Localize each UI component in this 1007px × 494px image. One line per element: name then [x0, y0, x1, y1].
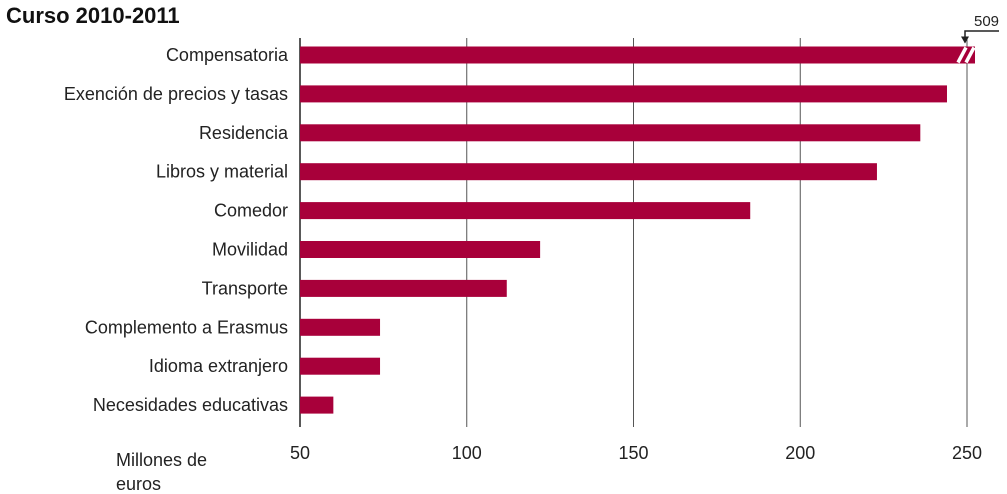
tick-label: 150 — [618, 443, 648, 463]
bar — [300, 85, 947, 103]
category-label: Complemento a Erasmus — [85, 317, 288, 337]
category-label: Exención de precios y tasas — [64, 84, 288, 104]
bar — [300, 241, 541, 258]
category-label: Necesidades educativas — [93, 395, 288, 415]
bar-break-mark — [964, 46, 976, 64]
bar — [300, 124, 921, 142]
truncation-callout: 509 — [961, 13, 999, 44]
bar — [300, 46, 975, 64]
bar-break-mark — [956, 46, 968, 64]
bar — [300, 318, 381, 336]
bars — [300, 46, 976, 414]
bar — [300, 357, 381, 375]
x-axis-label-line-1: Millones de — [116, 450, 207, 470]
tick-label: 100 — [452, 443, 482, 463]
bar — [300, 279, 507, 297]
category-label: Residencia — [199, 123, 289, 143]
chart-title: Curso 2010-2011 — [6, 3, 180, 28]
tick-label: 250 — [952, 443, 982, 463]
tick-label: 50 — [290, 443, 310, 463]
bar — [300, 202, 751, 220]
category-label: Movilidad — [212, 240, 288, 260]
category-label: Idioma extranjero — [149, 356, 288, 376]
bar — [300, 163, 877, 181]
category-label: Compensatoria — [166, 45, 289, 65]
callout-arrow — [964, 30, 999, 43]
x-axis-label: Millones de euros — [116, 450, 212, 494]
category-label: Libros y material — [156, 162, 288, 182]
callout-arrowhead — [961, 36, 969, 44]
x-axis-ticks: 50 100 150 200 250 — [290, 443, 982, 463]
category-labels: Compensatoria Exención de precios y tasas… — [64, 45, 289, 415]
bar — [300, 396, 334, 414]
tick-label: 200 — [785, 443, 815, 463]
category-label: Comedor — [214, 201, 288, 221]
truncated-value-label: 509 — [974, 13, 999, 30]
x-axis-label-line-2: euros — [116, 474, 161, 494]
category-label: Transporte — [202, 278, 288, 298]
